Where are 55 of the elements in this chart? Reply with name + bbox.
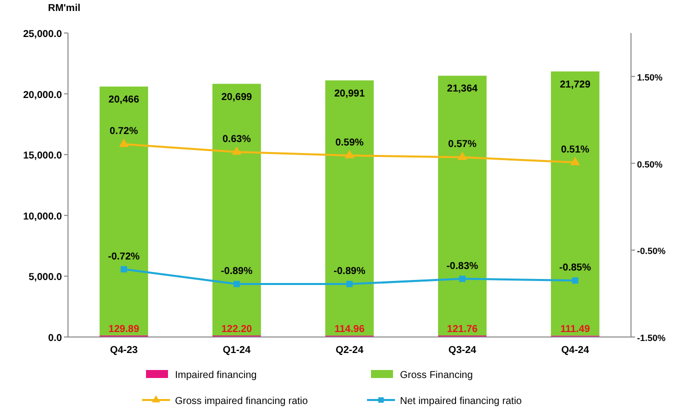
- data-label: -0.83%: [446, 260, 478, 272]
- point: [459, 276, 466, 282]
- data-label: 122.20: [221, 324, 252, 335]
- data-label: 0.51%: [560, 144, 590, 156]
- data-label: 0.59%: [335, 137, 364, 148]
- data-label: 121.76: [447, 324, 478, 335]
- y-tick-label: 20,000.0: [23, 90, 62, 101]
- legend-label: Gross Financing: [400, 370, 473, 381]
- point: [572, 277, 578, 284]
- data-label: 20,699: [221, 92, 252, 103]
- bar: [438, 76, 487, 336]
- point: [232, 146, 242, 155]
- y2-tick-label: -0.50%: [637, 246, 666, 256]
- y2-tick-label: 1.50%: [637, 72, 663, 82]
- data-label: 0.57%: [448, 139, 477, 150]
- y-tick-label: 25,000.0: [23, 29, 62, 40]
- data-label: 129.89: [108, 324, 140, 335]
- legend-label: Impaired financing: [175, 370, 257, 381]
- point: [344, 150, 354, 158]
- data-label: 0.72%: [110, 126, 138, 138]
- x-tick-label: Q4-24: [561, 345, 590, 356]
- point: [120, 266, 128, 272]
- data-label: 0.63%: [222, 134, 251, 145]
- point: [119, 138, 129, 147]
- point: [570, 156, 580, 166]
- bar: [212, 84, 261, 336]
- data-label: 114.96: [334, 324, 365, 335]
- y-tick-label: 5,000.0: [28, 272, 62, 284]
- data-label: -0.89%: [334, 266, 366, 278]
- bar: [550, 71, 600, 336]
- y-tick-label: 10,000.0: [23, 211, 62, 222]
- x-tick-label: Q4-23: [110, 345, 138, 356]
- point: [234, 280, 240, 288]
- y-axis-title: RM'mil: [48, 3, 81, 14]
- bar: [100, 86, 148, 336]
- data-label: -0.85%: [559, 262, 592, 274]
- y2-tick-label: -1.50%: [637, 333, 666, 343]
- point: [458, 152, 468, 160]
- data-label: 21,729: [560, 79, 591, 90]
- legend-label: Gross impaired financing ratio: [175, 396, 308, 407]
- data-label: 20,991: [334, 88, 366, 100]
- x-tick-label: Q2-24: [336, 345, 364, 356]
- y-tick-label: 15,000.0: [23, 150, 62, 162]
- point: [346, 280, 353, 288]
- legend-label: Net impaired financing ratio: [400, 396, 522, 407]
- x-tick-label: Q1-24: [222, 345, 252, 356]
- y-tick-label: 0.0: [48, 333, 62, 344]
- data-label: 21,364: [447, 84, 478, 95]
- y2-tick-label: 0.50%: [637, 159, 663, 170]
- data-label: -0.89%: [220, 266, 253, 278]
- x-tick-label: Q3-24: [448, 345, 477, 356]
- data-label: -0.72%: [108, 251, 140, 262]
- bar: [325, 80, 374, 336]
- data-label: 20,466: [108, 94, 140, 106]
- data-label: 111.49: [560, 324, 590, 335]
